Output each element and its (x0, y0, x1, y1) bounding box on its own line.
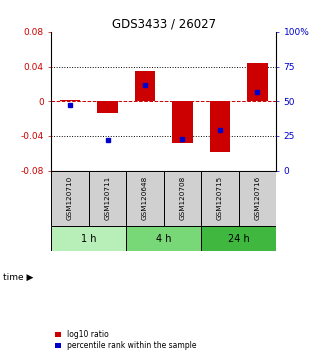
Text: GSM120648: GSM120648 (142, 176, 148, 221)
Bar (172, 101, 193, 143)
Text: 1 h: 1 h (81, 234, 97, 244)
Bar (60, 99, 80, 101)
Text: GSM120710: GSM120710 (67, 176, 73, 221)
Text: 4 h: 4 h (156, 234, 171, 244)
Text: GSM120715: GSM120715 (217, 176, 223, 221)
Bar (239, 171, 276, 226)
Bar (126, 226, 201, 251)
Text: GSM120708: GSM120708 (179, 176, 186, 221)
Bar (51, 226, 126, 251)
Legend: log10 ratio, percentile rank within the sample: log10 ratio, percentile rank within the … (55, 330, 196, 350)
Title: GDS3433 / 26027: GDS3433 / 26027 (112, 18, 216, 31)
Bar (201, 171, 239, 226)
Text: GSM120716: GSM120716 (254, 176, 260, 221)
Bar (201, 226, 276, 251)
Bar (247, 63, 268, 101)
Bar (51, 171, 89, 226)
Bar (164, 171, 201, 226)
Text: time ▶: time ▶ (3, 273, 34, 282)
Text: 24 h: 24 h (228, 234, 249, 244)
Bar (135, 71, 155, 101)
Bar (97, 101, 118, 113)
Bar (126, 171, 164, 226)
Bar (210, 101, 230, 152)
Text: GSM120711: GSM120711 (105, 176, 110, 221)
Bar (89, 171, 126, 226)
